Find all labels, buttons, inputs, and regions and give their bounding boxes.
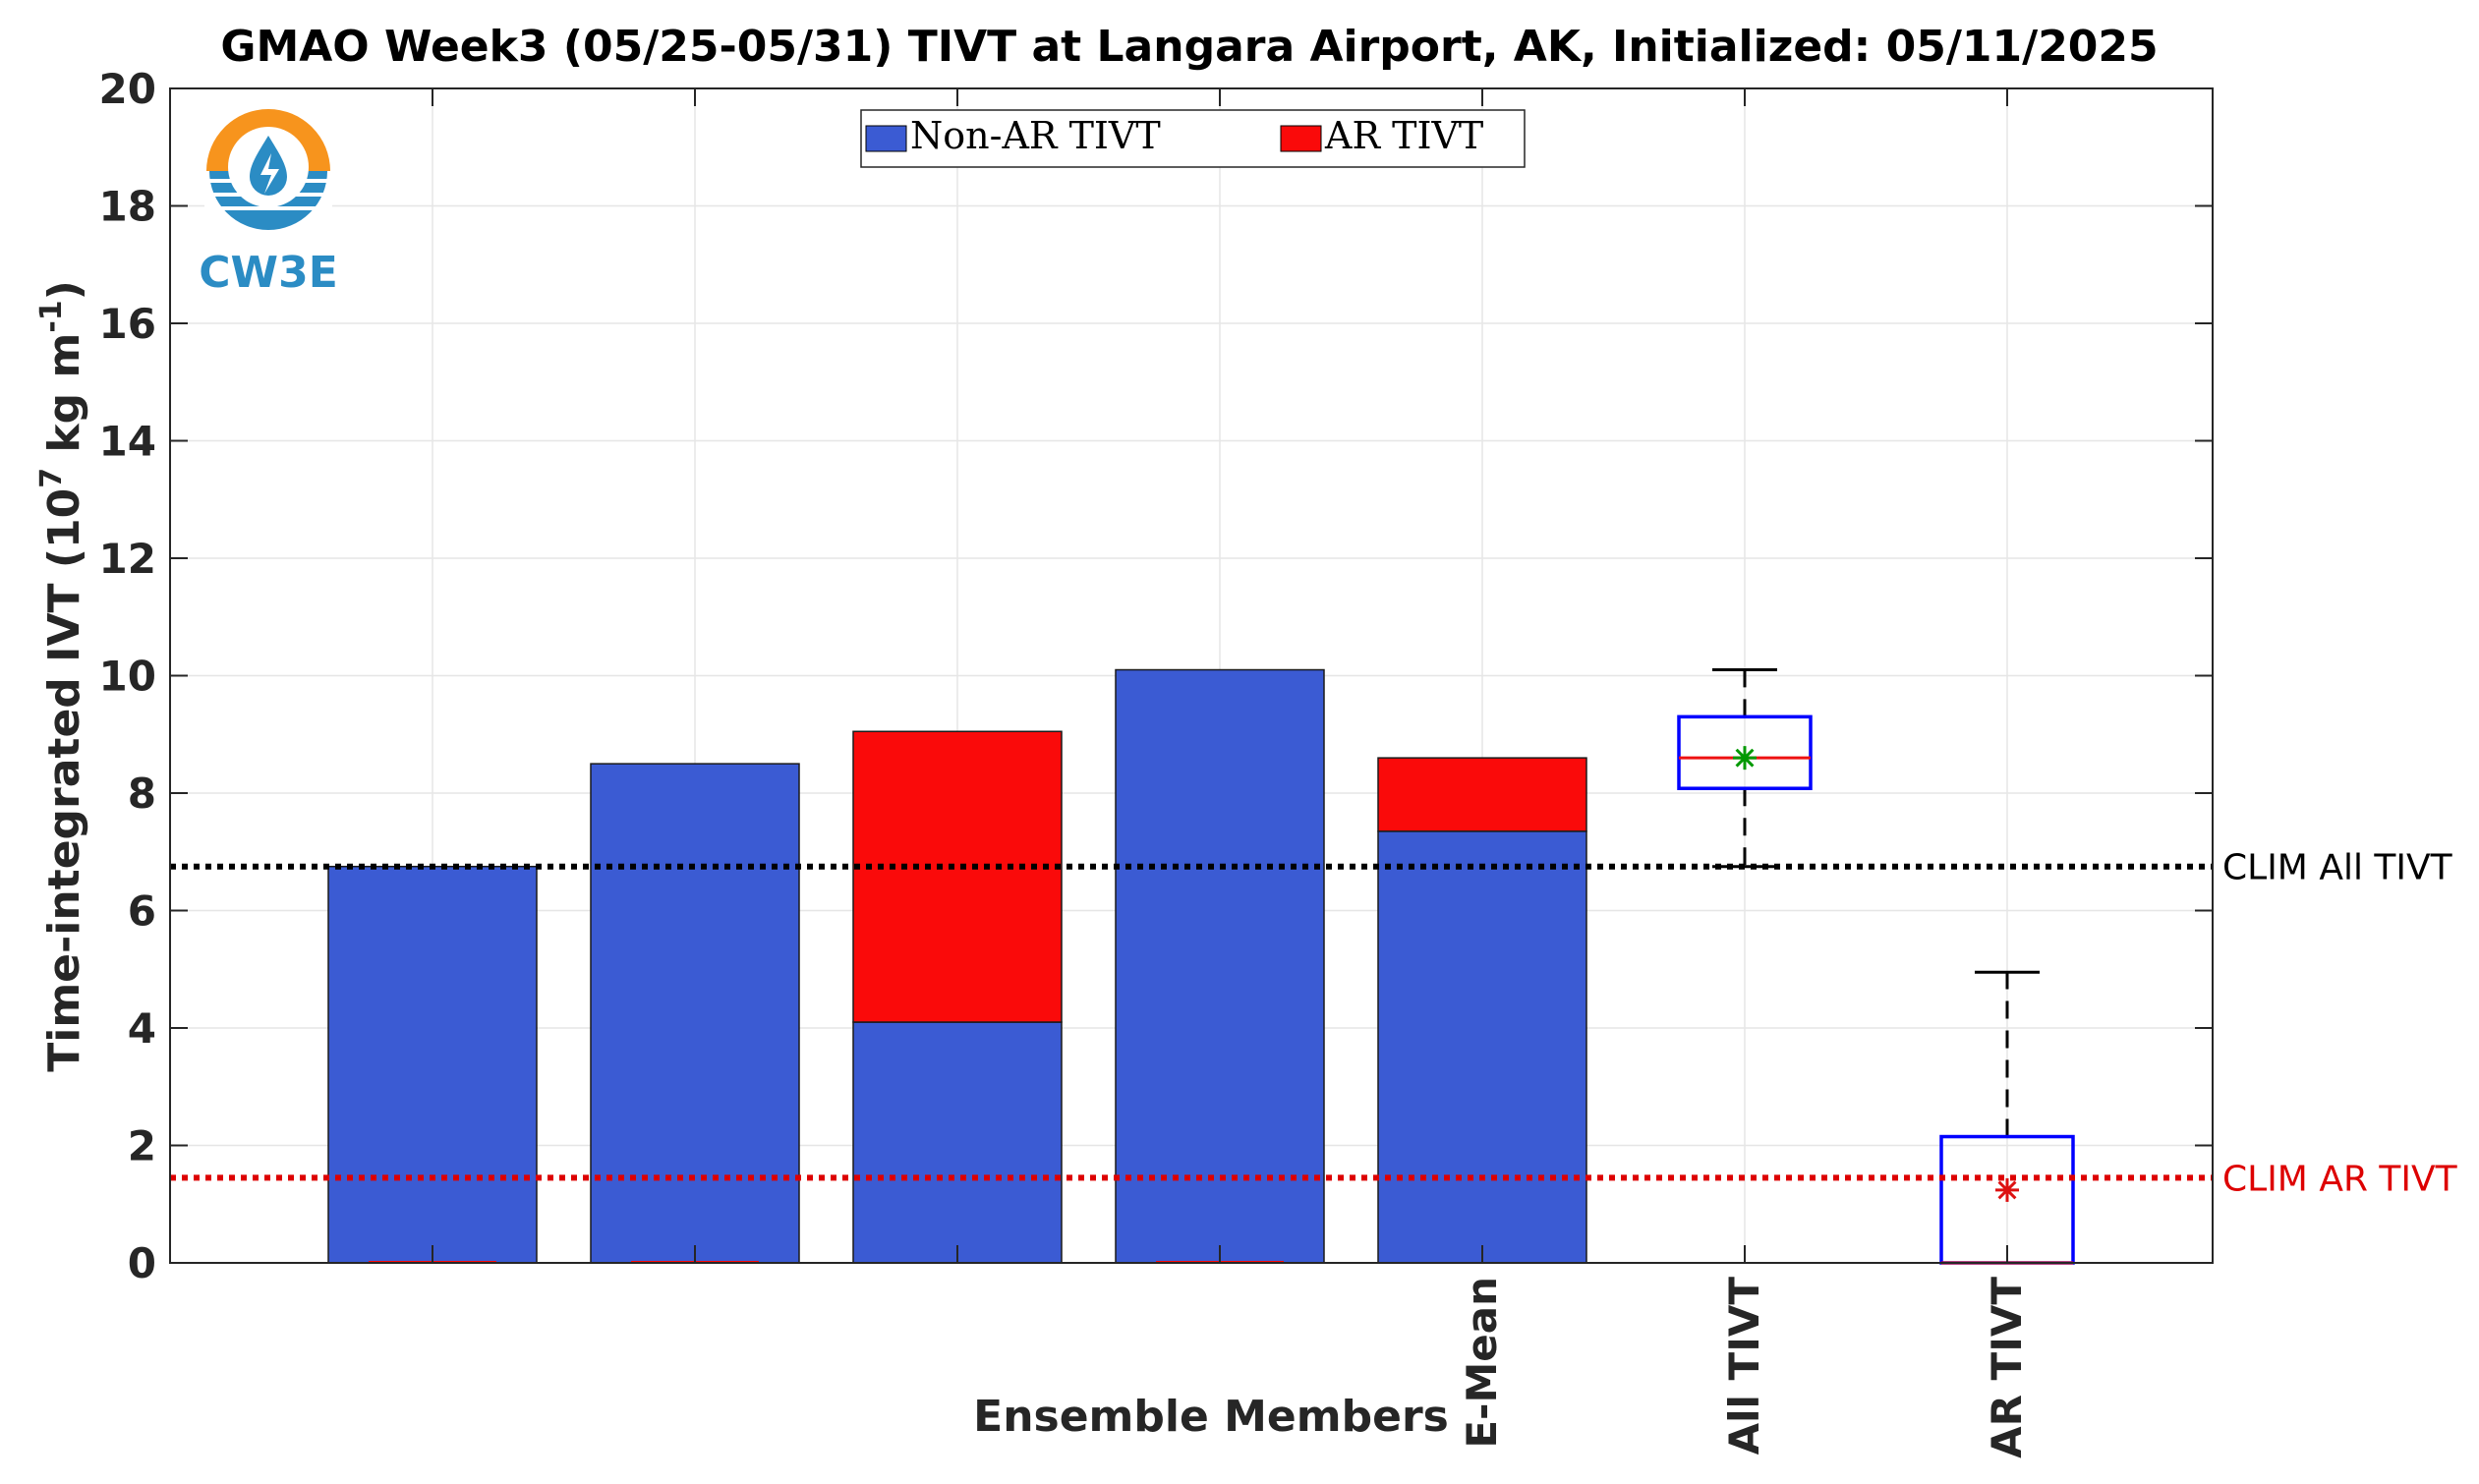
y-tick-label: 0 [128,1239,156,1287]
y-axis-label: Time-integrated IVT (107 kg m-1) [34,280,89,1072]
x-tick-label: All TIVT [1720,1277,1768,1455]
y-tick-label: 12 [99,535,156,583]
y-tick-label: 20 [99,65,156,113]
mean-marker [1995,1177,2019,1202]
y-tick-label: 8 [128,770,156,818]
x-tick-labels: E-Mean All TIVT AR TIVT [1458,1277,2031,1458]
y-axis-label-mid: kg m [39,333,89,468]
x-tick-label: E-Mean [1458,1277,1506,1449]
axis-ticks: 0 2 4 6 8 10 12 14 16 18 20 [99,65,2213,1287]
bar-non-ar [590,763,800,1264]
x-tick-label: AR TIVT [1983,1277,2031,1458]
mean-marker [1733,746,1757,771]
bar-non-ar [1377,830,1587,1264]
bar-non-ar [327,865,538,1264]
mean-marker-stroke [1997,1180,2017,1200]
reference-lines: CLIM All TIVT CLIM AR TIVT [170,848,2458,1199]
legend-box [860,109,1526,168]
bar-non-ar [852,1021,1063,1264]
legend: Non-AR TIVT AR TIVT [860,109,1526,168]
bars [327,668,1587,1264]
legend-swatch-ar [1280,125,1322,152]
y-tick-label: 16 [99,300,156,348]
y-tick-label: 10 [99,653,156,701]
reference-line-label: CLIM All TIVT [2222,848,2453,888]
cw3e-logo: CW3E [199,109,338,298]
y-tick-label: 4 [128,1004,156,1053]
bar-ar [852,730,1063,1023]
logo-text: CW3E [199,248,338,298]
y-tick-label: 14 [99,418,156,466]
chart-title: GMAO Week3 (05/25-05/31) TIVT at Langara… [220,22,2158,72]
x-axis-label: Ensemble Members [973,1392,1449,1442]
y-axis-label-end: ) [39,280,89,300]
box [1677,714,1813,790]
legend-label-ar: AR TIVT [1324,114,1483,157]
y-axis-label-exp1: 7 [34,468,69,488]
y-tick-label: 18 [99,183,156,231]
logo-bolt-icon [260,153,279,194]
reference-line-label: CLIM AR TIVT [2222,1159,2458,1199]
y-tick-label: 6 [128,887,156,936]
bar-ar [1377,757,1587,832]
bar-non-ar [1115,668,1325,1264]
legend-label-non-ar: Non-AR TIVT [910,114,1161,157]
y-axis-label-exp2: -1 [34,300,69,332]
legend-swatch-non-ar [865,125,907,152]
y-axis-label-main: Time-integrated IVT (10 [39,488,89,1072]
mean-marker-stroke [1735,748,1755,768]
y-tick-label: 2 [128,1122,156,1170]
